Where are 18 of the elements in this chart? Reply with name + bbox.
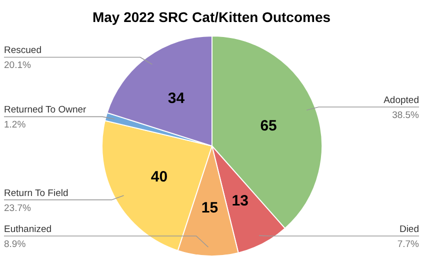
text: 23.7% <box>4 202 32 214</box>
data-label: 34 <box>168 90 186 108</box>
data-label: 40 <box>150 168 168 186</box>
text: 1.2% <box>4 120 26 131</box>
slice-label: Returned To Owner <box>4 104 86 116</box>
text: 7.7% <box>397 239 420 250</box>
text: 38.5% <box>392 110 420 121</box>
slice-label: Return To Field <box>4 188 68 199</box>
data-label: 13 <box>232 192 248 210</box>
data-label: 65 <box>260 118 277 135</box>
text: 20.1% <box>4 60 32 72</box>
slice-label: Adopted <box>384 94 419 106</box>
slice-label: Died <box>399 224 419 235</box>
slice-label: Rescued <box>4 45 42 56</box>
chart-title: May 2022 SRC Cat/Kitten Outcomes <box>92 9 331 25</box>
text: 8.9% <box>4 239 26 250</box>
data-label: 15 <box>201 199 218 216</box>
slice-label: Euthanized <box>4 224 52 235</box>
